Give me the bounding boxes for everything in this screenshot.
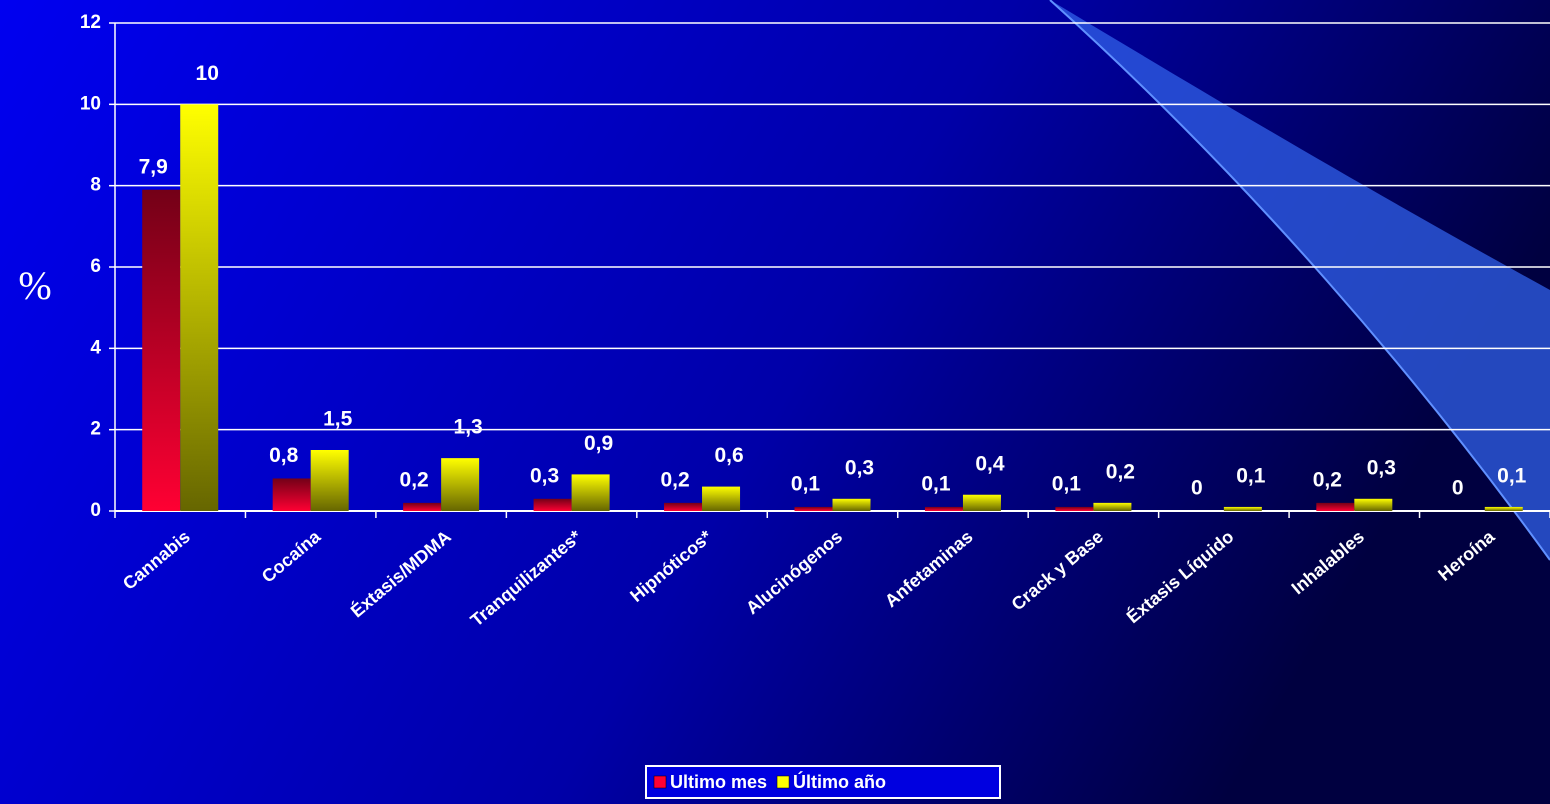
y-tick-label: 2 bbox=[90, 419, 101, 440]
bar bbox=[403, 502, 442, 511]
data-label: 0,3 bbox=[530, 464, 559, 487]
data-label: 0 bbox=[1452, 477, 1464, 500]
data-label: 0,2 bbox=[1106, 460, 1135, 483]
data-label: 0,2 bbox=[400, 468, 429, 491]
data-label: 0,1 bbox=[1052, 472, 1082, 495]
legend: Ultimo mes Último año bbox=[645, 765, 1001, 799]
data-label: 0,1 bbox=[1236, 464, 1266, 487]
bar bbox=[1354, 498, 1393, 511]
y-tick-label: 12 bbox=[80, 12, 101, 33]
data-label: 0,6 bbox=[714, 444, 743, 467]
y-tick-label: 10 bbox=[80, 93, 101, 114]
data-label: 0,2 bbox=[660, 468, 689, 491]
bar bbox=[832, 498, 871, 511]
y-axis-label: % bbox=[18, 263, 51, 308]
data-label: 0 bbox=[1191, 477, 1203, 500]
data-label: 1,3 bbox=[454, 416, 483, 439]
data-label: 0,1 bbox=[791, 472, 821, 495]
bar bbox=[142, 189, 181, 511]
bar bbox=[664, 502, 703, 511]
bar bbox=[180, 104, 219, 511]
bar bbox=[1093, 502, 1132, 511]
data-label: 0,8 bbox=[269, 444, 299, 467]
bar bbox=[924, 506, 963, 511]
swoosh bbox=[1050, 0, 1550, 560]
legend-swatch bbox=[653, 775, 667, 789]
data-label: 0,3 bbox=[1367, 456, 1396, 479]
data-label: 1,5 bbox=[323, 408, 353, 431]
data-label: 0,3 bbox=[845, 456, 874, 479]
data-label: 0,1 bbox=[1497, 464, 1527, 487]
y-tick-label: 6 bbox=[90, 256, 101, 277]
swoosh-edge bbox=[1049, 0, 1550, 561]
data-label: 0,1 bbox=[921, 472, 951, 495]
data-label: 0,4 bbox=[975, 452, 1005, 475]
bar bbox=[441, 458, 480, 511]
y-tick-label: 8 bbox=[90, 175, 101, 196]
bar bbox=[794, 506, 833, 511]
legend-label: Ultimo mes bbox=[670, 772, 767, 792]
bar bbox=[1316, 502, 1355, 511]
bar bbox=[533, 498, 572, 511]
bar bbox=[571, 474, 610, 511]
bar bbox=[272, 478, 311, 511]
legend-box bbox=[645, 765, 1001, 799]
data-label: 7,9 bbox=[139, 155, 168, 178]
bar bbox=[702, 486, 741, 511]
y-tick-label: 0 bbox=[90, 500, 101, 521]
bar bbox=[1223, 506, 1262, 511]
legend-swatch bbox=[776, 775, 790, 789]
data-label: 10 bbox=[196, 62, 219, 85]
bar bbox=[1484, 506, 1523, 511]
data-label: 0,9 bbox=[584, 432, 613, 455]
legend-label: Último año bbox=[793, 771, 886, 792]
bar bbox=[1055, 506, 1094, 511]
bar bbox=[310, 450, 349, 511]
data-label: 0,2 bbox=[1313, 468, 1342, 491]
bar bbox=[962, 494, 1001, 511]
y-tick-label: 4 bbox=[90, 337, 101, 358]
